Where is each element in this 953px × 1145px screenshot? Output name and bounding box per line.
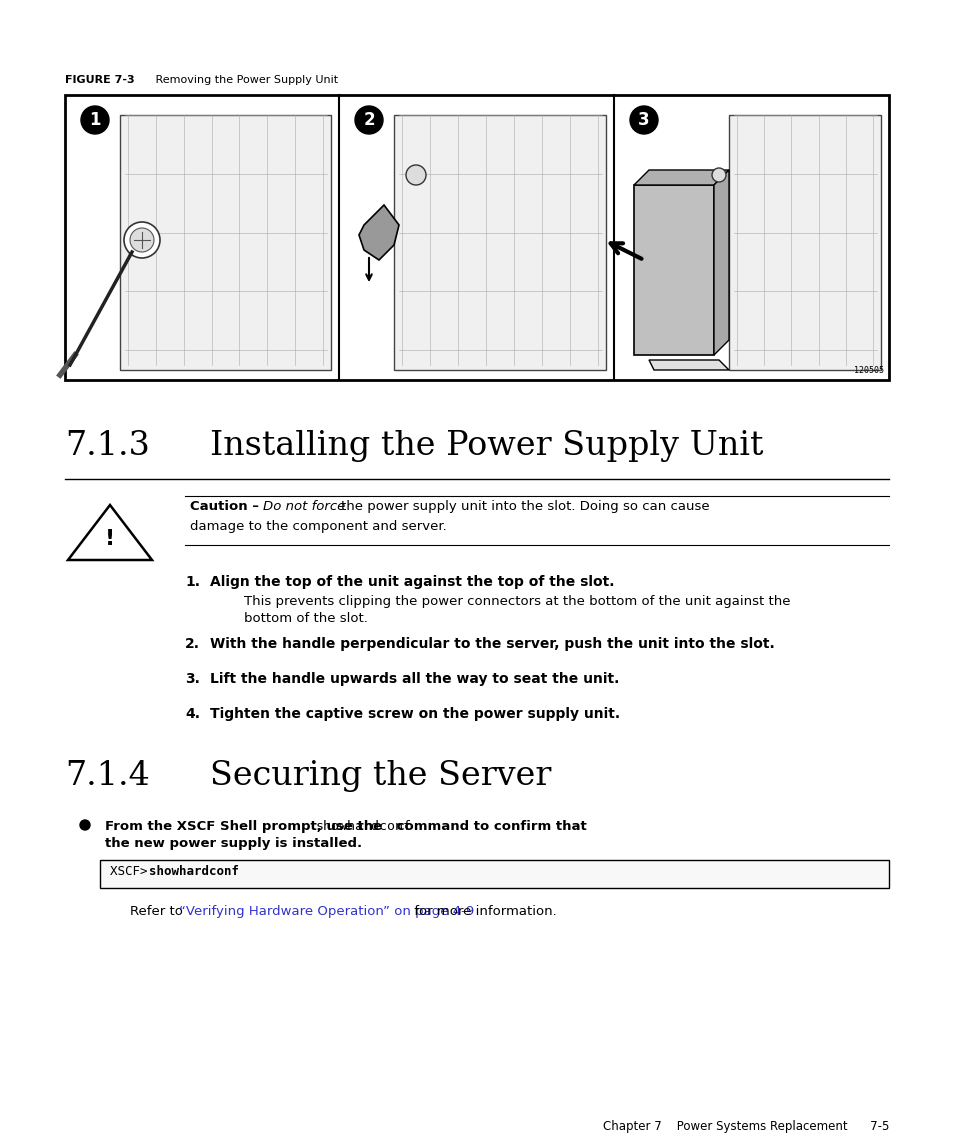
Bar — [634, 185, 713, 355]
Text: damage to the component and server.: damage to the component and server. — [190, 520, 446, 534]
Circle shape — [80, 820, 90, 830]
Polygon shape — [713, 169, 728, 355]
Text: 7.1.3: 7.1.3 — [65, 431, 150, 461]
Bar — [120, 114, 331, 370]
Text: Caution –: Caution – — [190, 500, 263, 513]
Bar — [100, 860, 888, 889]
Text: bottom of the slot.: bottom of the slot. — [244, 611, 368, 625]
Text: This prevents clipping the power connectors at the bottom of the unit against th: This prevents clipping the power connect… — [244, 595, 790, 608]
Text: 3: 3 — [638, 111, 649, 129]
Text: 2: 2 — [363, 111, 375, 129]
Text: command to confirm that: command to confirm that — [392, 820, 586, 834]
Text: 2.: 2. — [185, 637, 200, 652]
Polygon shape — [358, 205, 398, 260]
Polygon shape — [634, 169, 728, 185]
Text: 1: 1 — [90, 111, 101, 129]
Text: showhardconf: showhardconf — [149, 864, 239, 878]
Text: 7.1.4: 7.1.4 — [65, 760, 150, 792]
Polygon shape — [68, 505, 152, 560]
Text: for more information.: for more information. — [410, 905, 557, 918]
Text: Align the top of the unit against the top of the slot.: Align the top of the unit against the to… — [210, 575, 614, 589]
Circle shape — [124, 222, 160, 258]
Circle shape — [711, 168, 725, 182]
Text: the new power supply is installed.: the new power supply is installed. — [105, 837, 362, 850]
Circle shape — [629, 106, 658, 134]
Text: From the XSCF Shell prompt, use the: From the XSCF Shell prompt, use the — [105, 820, 386, 834]
Text: 3.: 3. — [185, 672, 200, 686]
Text: “Verifying Hardware Operation” on page 4-9: “Verifying Hardware Operation” on page 4… — [179, 905, 475, 918]
Circle shape — [355, 106, 382, 134]
Text: 4.: 4. — [185, 706, 200, 721]
Bar — [394, 114, 605, 370]
Text: showhardconf: showhardconf — [315, 820, 411, 834]
Text: Removing the Power Supply Unit: Removing the Power Supply Unit — [145, 76, 337, 85]
Text: 120505: 120505 — [853, 366, 883, 376]
Text: 1.: 1. — [185, 575, 200, 589]
Text: !: ! — [105, 529, 115, 548]
Text: Lift the handle upwards all the way to seat the unit.: Lift the handle upwards all the way to s… — [210, 672, 618, 686]
Text: the power supply unit into the slot. Doing so can cause: the power supply unit into the slot. Doi… — [340, 500, 709, 513]
Text: Chapter 7    Power Systems Replacement      7-5: Chapter 7 Power Systems Replacement 7-5 — [602, 1120, 888, 1134]
Text: With the handle perpendicular to the server, push the unit into the slot.: With the handle perpendicular to the ser… — [210, 637, 774, 652]
Polygon shape — [648, 360, 728, 370]
Circle shape — [81, 106, 109, 134]
Bar — [728, 114, 880, 370]
Circle shape — [130, 228, 153, 252]
Text: Tighten the captive screw on the power supply unit.: Tighten the captive screw on the power s… — [210, 706, 619, 721]
Text: Installing the Power Supply Unit: Installing the Power Supply Unit — [210, 431, 762, 461]
Text: XSCF>: XSCF> — [110, 864, 154, 878]
Text: FIGURE 7-3: FIGURE 7-3 — [65, 76, 134, 85]
Text: Securing the Server: Securing the Server — [210, 760, 551, 792]
Text: Refer to: Refer to — [130, 905, 187, 918]
Circle shape — [406, 165, 426, 185]
Bar — [65, 95, 888, 380]
Text: Do not force: Do not force — [263, 500, 345, 513]
